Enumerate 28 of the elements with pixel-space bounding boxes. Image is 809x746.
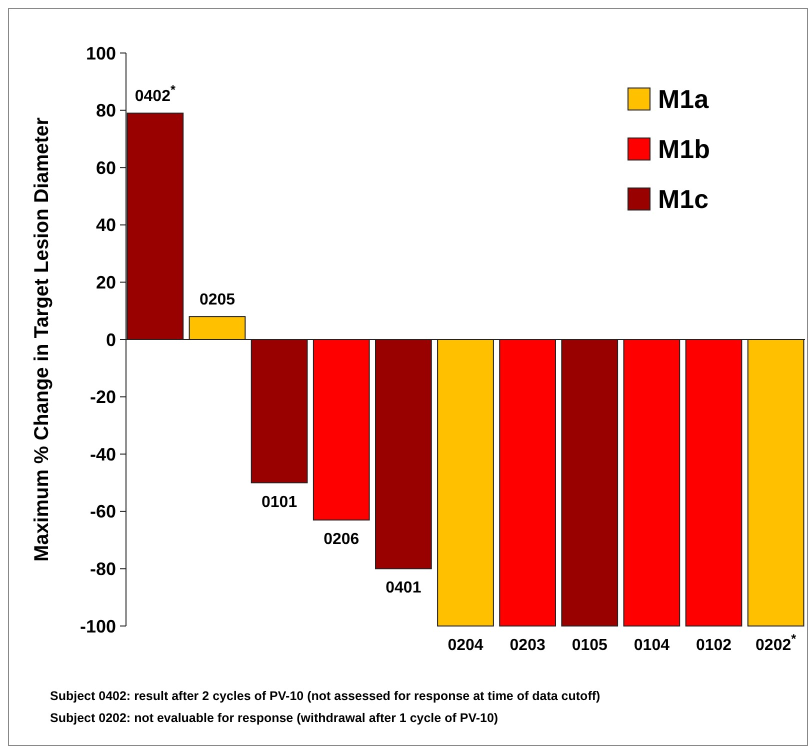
x-tick-label: 0205: [199, 292, 236, 309]
y-tick-label: 40: [96, 215, 116, 236]
y-axis-title: Maximum % Change in Target Lesion Diameter: [31, 117, 53, 562]
x-tick-label: 0102: [696, 637, 732, 654]
x-tick-label: 0202$^{*}$: [756, 630, 796, 654]
text: Subject 0202: not evaluable for response (withdrawal after 1 cycle of PV-10): [50, 711, 498, 725]
y-tick-label: -20: [90, 387, 116, 408]
y-tick-label: 100: [86, 43, 116, 64]
x-tick-label: 0401: [386, 580, 422, 597]
y-tick-label: 20: [96, 272, 116, 292]
x-tick-label: 0101: [262, 494, 298, 511]
x-tick-label: 0402$^{*}$: [134, 82, 176, 106]
legend-label: M1c: [658, 184, 709, 214]
x-tick-label: 0206: [324, 530, 360, 548]
text: Subject 0402: result after 2 cycles of PV-10 (not assessed for response at time of data cutoff): [50, 689, 600, 703]
x-tick-label: 0104: [634, 637, 670, 654]
x-tick-label: 0105: [572, 637, 608, 654]
legend-label: M1b: [658, 134, 710, 164]
x-tick-label: 0203: [510, 637, 546, 654]
y-tick-label: 0: [106, 330, 116, 350]
y-tick-label: -100: [80, 616, 116, 636]
y-tick-label: -60: [90, 502, 116, 522]
y-tick-label: 80: [96, 100, 116, 121]
y-tick-label: -80: [90, 559, 116, 579]
y-tick-label: 60: [96, 158, 116, 178]
legend-label: M1a: [658, 84, 710, 114]
y-tick-label: -40: [90, 444, 116, 464]
x-tick-label: 0204: [448, 637, 484, 654]
